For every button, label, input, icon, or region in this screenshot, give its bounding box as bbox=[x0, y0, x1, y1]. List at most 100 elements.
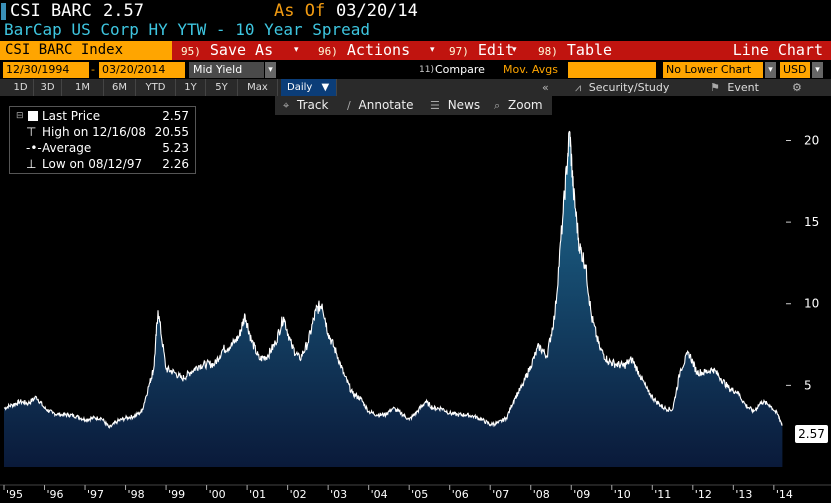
security-study-button[interactable]: ⩘ Security/Study bbox=[575, 79, 669, 96]
period-1d[interactable]: 1D bbox=[8, 79, 34, 96]
chart-tool-strip: ⌖ Track ∕ Annotate ☰ News ⌕ Zoom bbox=[275, 96, 552, 115]
x-tick-label: '05 bbox=[411, 488, 428, 501]
field-dropdown-icon[interactable]: ▾ bbox=[265, 62, 276, 78]
table-label: Table bbox=[566, 41, 613, 59]
settings-gear-icon[interactable]: ⚙ bbox=[792, 81, 802, 94]
start-date-field[interactable]: 12/30/1994 bbox=[3, 62, 89, 78]
field-selector[interactable]: Mid Yield bbox=[189, 62, 264, 78]
as-of-label: As Of bbox=[274, 1, 326, 21]
period-1y[interactable]: 1Y bbox=[176, 79, 206, 96]
header-accent-bar bbox=[1, 3, 6, 20]
y-tick-label: 10 bbox=[804, 297, 819, 311]
legend-average-label: Average bbox=[42, 141, 92, 155]
chart-subtitle: BarCap US Corp HY YTW - 10 Year Spread bbox=[4, 20, 371, 39]
end-date-field[interactable]: 03/20/2014 bbox=[99, 62, 185, 78]
period-3d[interactable]: 3D bbox=[34, 79, 62, 96]
zoom-tool[interactable]: ⌕ Zoom bbox=[494, 96, 543, 115]
legend-last-label: Last Price bbox=[42, 109, 101, 123]
currency-field[interactable]: USD bbox=[780, 62, 810, 78]
period-max[interactable]: Max bbox=[238, 79, 278, 96]
news-label: News bbox=[447, 98, 481, 112]
table-number: 98) bbox=[538, 45, 558, 58]
x-tick-label: '99 bbox=[168, 488, 185, 501]
chart-legend: ⊟ Last Price 2.57 ⊤ High on 12/16/08 20.… bbox=[9, 106, 196, 174]
period-ytd[interactable]: YTD bbox=[136, 79, 176, 96]
index-name-field[interactable]: CSI BARC Index bbox=[0, 41, 172, 60]
x-tick-label: '98 bbox=[128, 488, 145, 501]
x-tick-label: '13 bbox=[735, 488, 752, 501]
event-label: Event bbox=[727, 81, 759, 94]
crosshair-icon: ⌖ bbox=[283, 99, 290, 112]
x-tick-label: '95 bbox=[6, 488, 23, 501]
legend-low-label: Low on 08/12/97 bbox=[42, 157, 143, 171]
currency-dropdown-icon[interactable]: ▾ bbox=[812, 62, 823, 78]
lower-chart-dropdown-icon[interactable]: ▾ bbox=[765, 62, 776, 78]
legend-average-value: 5.23 bbox=[162, 141, 189, 155]
period-1m[interactable]: 1M bbox=[62, 79, 104, 96]
compare-button[interactable]: Compare bbox=[435, 63, 485, 76]
high-marker-icon: ⊤ bbox=[26, 125, 37, 139]
period-selector-row: 1D 3D 1M 6M YTD 1Y 5Y Max Daily ▼ « ⩘ Se… bbox=[0, 79, 831, 96]
x-tick-label: '09 bbox=[573, 488, 590, 501]
edit-caret-icon[interactable]: ▾ bbox=[512, 45, 517, 55]
save-as-number: 95) bbox=[181, 45, 201, 58]
legend-last-value: 2.57 bbox=[162, 109, 189, 123]
legend-low: ⊥ Low on 08/12/97 2.26 bbox=[10, 156, 195, 172]
news-tool[interactable]: ☰ News bbox=[430, 96, 480, 115]
zoom-icon: ⌕ bbox=[494, 99, 501, 112]
save-as-caret-icon[interactable]: ▾ bbox=[294, 45, 299, 55]
legend-low-value: 2.26 bbox=[162, 157, 189, 171]
x-tick-label: '96 bbox=[47, 488, 64, 501]
actions-button[interactable]: 96) Actions bbox=[318, 41, 410, 60]
y-tick-label: 20 bbox=[804, 133, 819, 147]
mov-avgs-label[interactable]: Mov. Avgs bbox=[503, 63, 558, 76]
average-marker-icon: -•- bbox=[26, 141, 42, 155]
y-tick-label: 5 bbox=[804, 378, 812, 392]
x-tick-label: '10 bbox=[614, 488, 631, 501]
frequency-selector[interactable]: Daily ▼ bbox=[281, 79, 337, 96]
legend-collapse-icon[interactable]: ⊟ bbox=[16, 111, 24, 121]
x-tick-label: '97 bbox=[87, 488, 104, 501]
frequency-label: Daily bbox=[287, 82, 313, 93]
legend-average: -•- Average 5.23 bbox=[10, 140, 195, 156]
chart-type-label[interactable]: Line Chart bbox=[732, 41, 823, 59]
lower-chart-field[interactable]: No Lower Chart bbox=[663, 62, 763, 78]
save-as-button[interactable]: 95) Save As bbox=[181, 41, 273, 60]
period-6m[interactable]: 6M bbox=[104, 79, 136, 96]
news-icon: ☰ bbox=[430, 99, 440, 112]
x-tick-label: '02 bbox=[290, 488, 307, 501]
as-of-date: 03/20/14 bbox=[336, 1, 418, 21]
edit-button[interactable]: 97) Edit bbox=[449, 41, 514, 60]
security-study-label: Security/Study bbox=[588, 81, 670, 94]
event-icon: ⚑ bbox=[710, 81, 720, 94]
last-value-tag: 2.57 bbox=[795, 425, 828, 443]
chart-area[interactable]: 5 10 15 20 '95 '96 '97 '98 '99 '00 '01 '02 '03 '04 '0… bbox=[0, 96, 831, 503]
x-tick-label: '01 bbox=[249, 488, 266, 501]
security-header: CSI BARC 2.57 As Of 03/20/14 BarCap US C… bbox=[0, 0, 831, 40]
x-tick-label: '00 bbox=[209, 488, 226, 501]
x-tick-label: '03 bbox=[330, 488, 347, 501]
actions-number: 96) bbox=[318, 45, 338, 58]
legend-high-value: 20.55 bbox=[154, 125, 189, 139]
table-button[interactable]: 98) Table bbox=[538, 41, 612, 60]
track-tool[interactable]: ⌖ Track bbox=[283, 96, 328, 115]
header-price: 2.57 bbox=[103, 1, 144, 21]
parameter-row: 12/30/1994 - 03/20/2014 Mid Yield ▾ 11) … bbox=[0, 62, 831, 78]
ticker-symbol: CSI BARC bbox=[10, 1, 92, 21]
chart-svg: 5 10 15 20 '95 '96 '97 '98 '99 '00 '01 '02 '03 '04 '0… bbox=[0, 130, 831, 501]
mov-avgs-field[interactable] bbox=[568, 62, 656, 78]
annotate-tool[interactable]: ∕ Annotate bbox=[347, 96, 413, 115]
price-line bbox=[3, 130, 783, 429]
edit-number: 97) bbox=[449, 45, 469, 58]
actions-caret-icon[interactable]: ▾ bbox=[430, 45, 435, 55]
annotate-label: Annotate bbox=[358, 98, 414, 112]
x-tick-label: '12 bbox=[695, 488, 712, 501]
event-button[interactable]: ⚑ Event bbox=[710, 79, 759, 96]
collapse-icon[interactable]: « bbox=[542, 81, 549, 94]
period-5y[interactable]: 5Y bbox=[206, 79, 238, 96]
track-label: Track bbox=[297, 98, 329, 112]
chart-study-icon: ⩘ bbox=[575, 81, 582, 94]
y-axis: 5 10 15 20 bbox=[786, 133, 819, 392]
zoom-label: Zoom bbox=[508, 98, 543, 112]
x-tick-label: '07 bbox=[492, 488, 509, 501]
